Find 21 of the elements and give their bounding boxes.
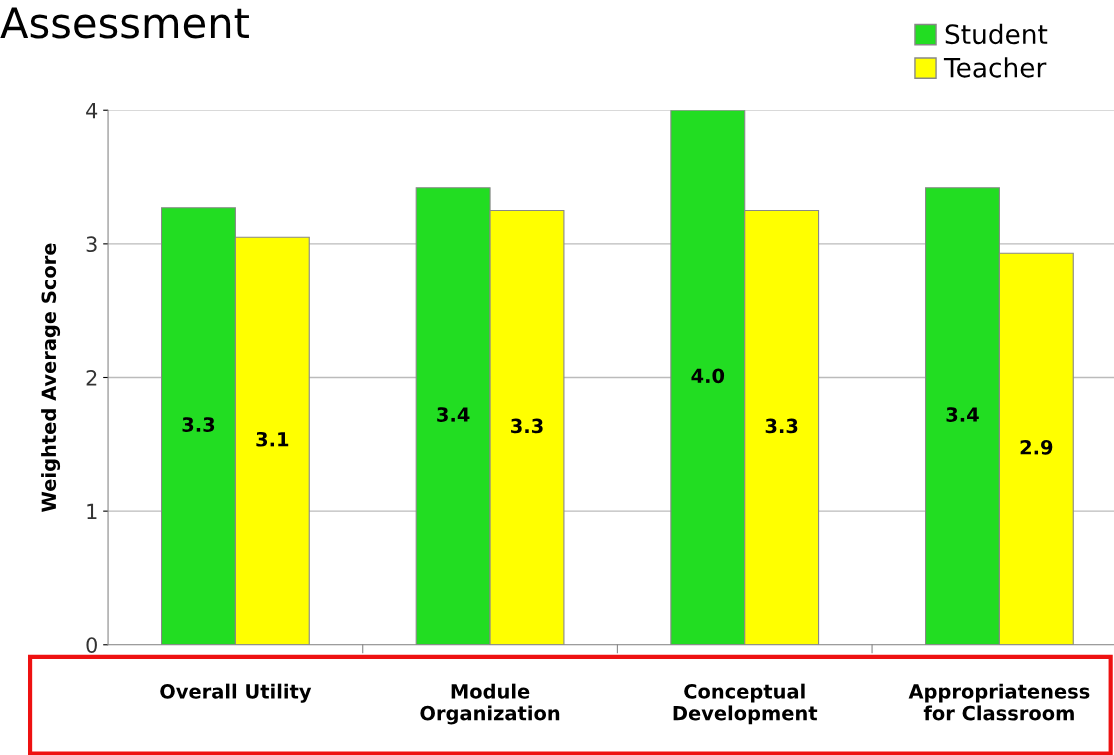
legend-label: Teacher [943, 57, 1047, 78]
y-tick-label: 3 [86, 236, 97, 253]
y-tick-label: 2 [86, 369, 97, 386]
data-label: 3.3 [765, 418, 798, 434]
chart-title: Assessment [0, 7, 249, 39]
x-tick-label: Conceptual Development [673, 683, 818, 725]
data-label: 3.3 [182, 417, 215, 432]
data-label: 3.3 [511, 418, 543, 434]
legend-label: Student [945, 23, 1048, 45]
y-tick-label: 4 [86, 102, 98, 119]
y-tick-label: 0 [86, 637, 97, 653]
data-label: 2.9 [1020, 439, 1053, 455]
data-label: 3.4 [946, 407, 979, 422]
y-axis-title: Weighted Average Score [41, 243, 61, 512]
data-label: 4.0 [691, 368, 725, 384]
x-tick-label: Appropriateness for Classroom [908, 683, 1090, 721]
data-label: 3.1 [256, 431, 289, 447]
data-label: 3.4 [437, 407, 470, 422]
x-tick-label: Overall Utility [160, 683, 312, 703]
y-tick-label: 1 [87, 503, 97, 520]
x-tick-label: Module Organization [420, 683, 560, 725]
